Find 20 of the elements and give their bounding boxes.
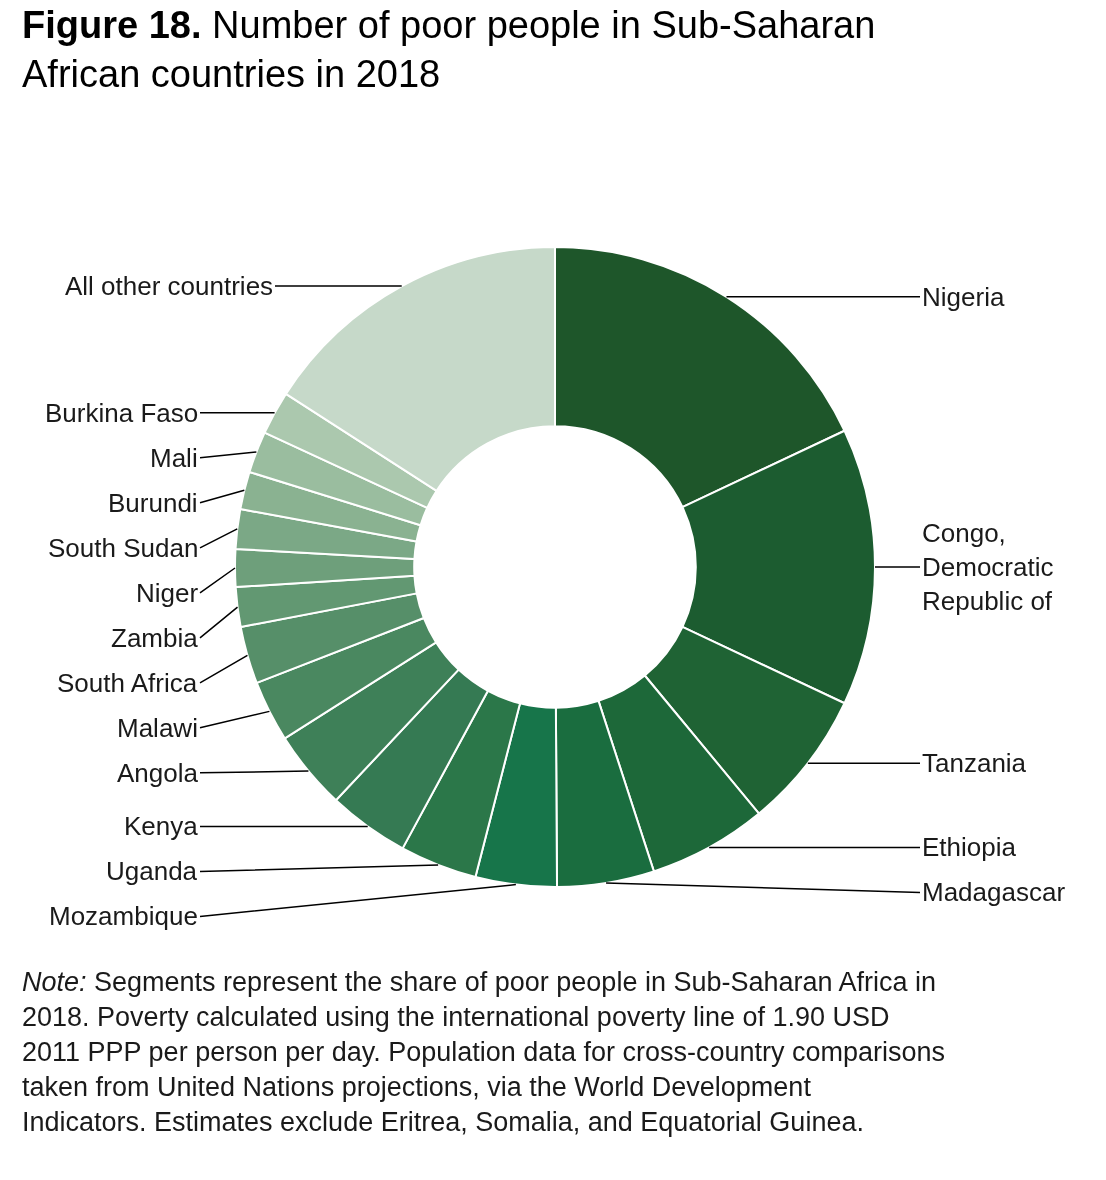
slice-label: Madagascar: [922, 877, 1066, 907]
slice-label: Kenya: [124, 811, 199, 841]
text: Note: Segments represent the share of poor people in Sub-Saharan Africa in 2018. Poverty calculated using the international poverty line of 1.90 USD 2011 PPP per person per day. Population data for cross-country comparisons taken from United Nations projections, via the World Development Indicators. Estimates exclude Eritrea, Somalia, and Equatorial Guinea.: [22, 967, 946, 1138]
slice-label: All other countries: [65, 271, 274, 301]
slice-label: South Sudan: [48, 533, 199, 563]
slice-label: Burkina Faso: [45, 398, 199, 428]
slice-label: Mali: [150, 443, 198, 473]
slice-label: South Africa: [57, 668, 198, 698]
slice-label: Zambia: [111, 623, 199, 653]
slice-label: Tanzania: [922, 748, 1027, 778]
slice-label: Congo, Democratic Republic of: [922, 518, 1054, 616]
slice-label: Nigeria: [922, 282, 1005, 312]
slice-label: Mozambique: [49, 901, 198, 931]
slice-label: Angola: [117, 758, 199, 788]
slice-label: Ethiopia: [922, 832, 1017, 862]
slice-label: Malawi: [117, 713, 198, 743]
slice-label: Burundi: [108, 488, 198, 518]
chart-title: Figure 18. Number of poor people in Sub-Saharan African countries in 2018: [22, 4, 876, 96]
slice-label: Uganda: [106, 856, 198, 886]
slice-label: Niger: [136, 578, 199, 608]
